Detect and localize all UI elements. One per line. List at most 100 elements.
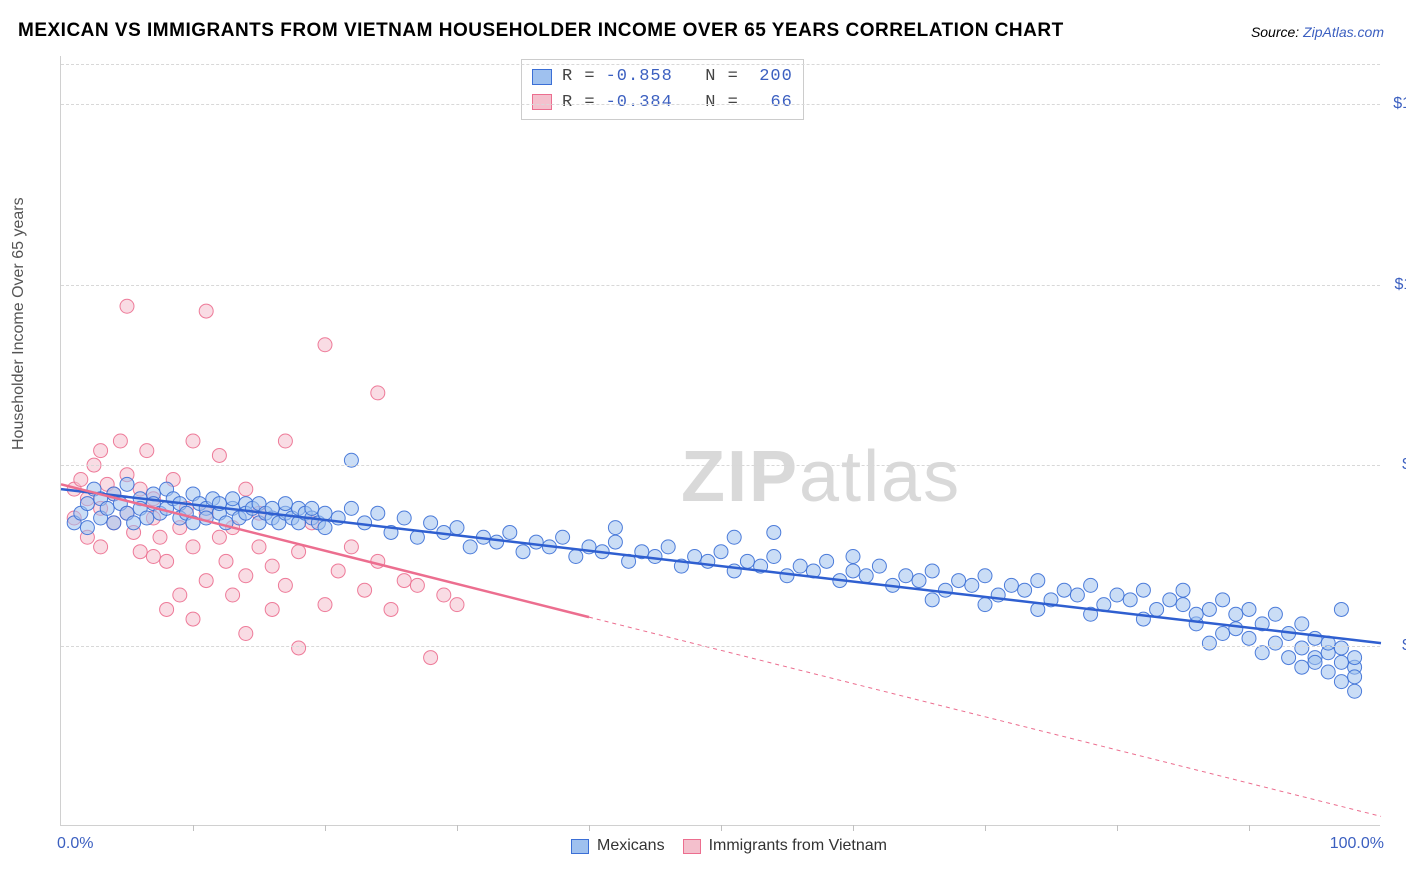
legend-r-value: -0.384 bbox=[606, 90, 673, 116]
source-link[interactable]: ZipAtlas.com bbox=[1303, 24, 1384, 40]
data-point bbox=[1202, 602, 1216, 616]
x-tick bbox=[1117, 825, 1118, 831]
data-point bbox=[265, 602, 279, 616]
data-point bbox=[397, 511, 411, 525]
data-point bbox=[872, 559, 886, 573]
data-point bbox=[727, 530, 741, 544]
gridline-h bbox=[61, 465, 1380, 466]
y-tick-label: $75,000 bbox=[1390, 456, 1406, 474]
gridline-h bbox=[61, 64, 1380, 65]
data-point bbox=[186, 540, 200, 554]
data-point bbox=[1242, 631, 1256, 645]
data-point bbox=[344, 540, 358, 554]
x-tick-label: 0.0% bbox=[57, 835, 93, 853]
data-point bbox=[318, 506, 332, 520]
source-label: Source: bbox=[1251, 24, 1303, 40]
data-point bbox=[226, 492, 240, 506]
legend-label: Immigrants from Vietnam bbox=[709, 837, 887, 855]
data-point bbox=[1004, 578, 1018, 592]
data-point bbox=[529, 535, 543, 549]
data-point bbox=[1308, 655, 1322, 669]
data-point bbox=[278, 578, 292, 592]
y-tick-label: $37,500 bbox=[1390, 637, 1406, 655]
gridline-h bbox=[61, 104, 1380, 105]
data-point bbox=[1176, 583, 1190, 597]
data-point bbox=[952, 574, 966, 588]
correlation-legend: R =-0.858 N =200R =-0.384 N =66 bbox=[521, 59, 804, 120]
data-point bbox=[199, 304, 213, 318]
data-point bbox=[397, 574, 411, 588]
legend-label: Mexicans bbox=[597, 837, 665, 855]
y-axis-label: Householder Income Over 65 years bbox=[10, 197, 28, 450]
data-point bbox=[113, 434, 127, 448]
data-point bbox=[305, 501, 319, 515]
legend-row: R = -0.384 N = 66 bbox=[532, 90, 793, 116]
data-point bbox=[1189, 607, 1203, 621]
data-point bbox=[740, 554, 754, 568]
data-point bbox=[1255, 646, 1269, 660]
data-point bbox=[1084, 578, 1098, 592]
data-point bbox=[912, 574, 926, 588]
data-point bbox=[569, 550, 583, 564]
x-tick bbox=[589, 825, 590, 831]
data-point bbox=[1334, 641, 1348, 655]
data-point bbox=[1229, 622, 1243, 636]
data-point bbox=[1268, 607, 1282, 621]
data-point bbox=[1282, 651, 1296, 665]
data-point bbox=[424, 651, 438, 665]
x-tick bbox=[853, 825, 854, 831]
data-point bbox=[648, 550, 662, 564]
data-point bbox=[160, 554, 174, 568]
legend-n-value: 66 bbox=[749, 90, 793, 116]
data-point bbox=[318, 598, 332, 612]
data-point bbox=[1308, 631, 1322, 645]
data-point bbox=[1321, 665, 1335, 679]
data-point bbox=[608, 521, 622, 535]
data-point bbox=[820, 554, 834, 568]
data-point bbox=[318, 521, 332, 535]
data-point bbox=[1163, 593, 1177, 607]
legend-swatch bbox=[683, 839, 701, 854]
legend-item: Immigrants from Vietnam bbox=[683, 837, 887, 855]
y-tick-label: $150,000 bbox=[1390, 95, 1406, 113]
legend-swatch bbox=[532, 94, 552, 110]
data-point bbox=[265, 559, 279, 573]
data-point bbox=[1334, 655, 1348, 669]
data-point bbox=[1110, 588, 1124, 602]
data-point bbox=[661, 540, 675, 554]
data-point bbox=[358, 583, 372, 597]
data-point bbox=[140, 444, 154, 458]
x-tick bbox=[721, 825, 722, 831]
data-point bbox=[859, 569, 873, 583]
data-point bbox=[344, 501, 358, 515]
data-point bbox=[925, 593, 939, 607]
data-point bbox=[1229, 607, 1243, 621]
plot-svg bbox=[61, 56, 1380, 825]
data-point bbox=[437, 588, 451, 602]
data-point bbox=[780, 569, 794, 583]
data-point bbox=[278, 497, 292, 511]
data-point bbox=[1348, 684, 1362, 698]
data-point bbox=[199, 574, 213, 588]
data-point bbox=[318, 338, 332, 352]
x-tick bbox=[457, 825, 458, 831]
legend-n-label: N = bbox=[683, 90, 739, 116]
data-point bbox=[133, 545, 147, 559]
data-point bbox=[1348, 670, 1362, 684]
data-point bbox=[140, 511, 154, 525]
data-point bbox=[212, 448, 226, 462]
data-point bbox=[410, 578, 424, 592]
data-point bbox=[1242, 602, 1256, 616]
data-point bbox=[371, 506, 385, 520]
data-point bbox=[463, 540, 477, 554]
data-point bbox=[1216, 593, 1230, 607]
data-point bbox=[503, 525, 517, 539]
legend-r-label: R = bbox=[562, 90, 596, 116]
y-tick-label: $112,500 bbox=[1390, 276, 1406, 294]
data-point bbox=[94, 444, 108, 458]
data-point bbox=[978, 569, 992, 583]
legend-n-label: N = bbox=[683, 64, 739, 90]
data-point bbox=[490, 535, 504, 549]
data-point bbox=[371, 386, 385, 400]
data-point bbox=[1202, 636, 1216, 650]
